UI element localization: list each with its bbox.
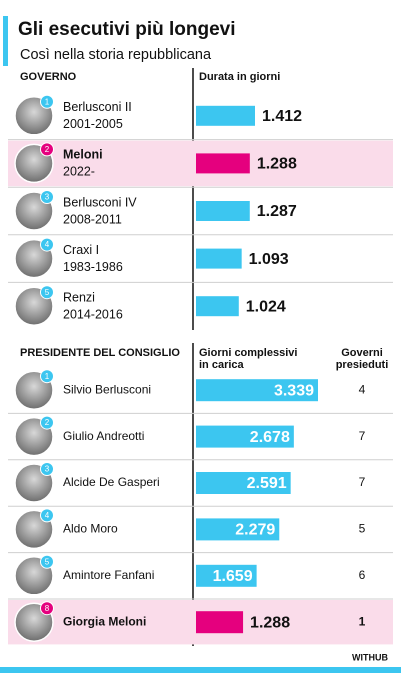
name: Alcide De Gasperi: [63, 475, 160, 489]
bar: [196, 518, 280, 541]
name: Giorgia Meloni: [63, 614, 146, 628]
accent-strip: [3, 16, 8, 66]
category-header: GOVERNO: [20, 71, 77, 83]
rank-badge: [40, 415, 54, 430]
period: 2001-2005: [63, 117, 123, 131]
rank: 5: [45, 557, 50, 566]
rank: 8: [45, 604, 50, 613]
value-label: 1.288: [257, 156, 297, 173]
name: Giulio Andreotti: [63, 429, 144, 443]
name: Silvio Berlusconi: [63, 382, 151, 396]
name: Meloni: [63, 148, 103, 162]
rank: 1: [45, 372, 50, 381]
value-label: 2.678: [250, 429, 290, 446]
count: 5: [359, 522, 366, 536]
rank: 2: [45, 418, 50, 427]
period: 2022-: [63, 165, 95, 179]
count: 4: [359, 382, 366, 396]
value-label: 3.339: [274, 382, 314, 399]
count: 7: [359, 475, 366, 489]
name: Amintore Fanfani: [63, 568, 154, 582]
bar: [196, 248, 242, 269]
rank: 5: [45, 288, 50, 297]
rank-badge: [40, 462, 54, 476]
rank: 4: [45, 511, 50, 520]
count: 6: [359, 568, 366, 582]
name: Berlusconi II: [63, 100, 132, 114]
name: Craxi I: [63, 243, 99, 257]
name: Berlusconi IV: [63, 195, 137, 209]
value-header: Giorni complessivi: [199, 347, 297, 359]
value-label: 1.093: [249, 251, 289, 268]
period: 1983-1986: [63, 260, 123, 274]
name: Renzi: [63, 290, 95, 304]
name: Aldo Moro: [63, 522, 118, 536]
bar: [196, 425, 294, 448]
bar: [196, 153, 250, 174]
bar: [196, 472, 291, 494]
count-header: presieduti: [336, 359, 389, 371]
subtitle: Così nella storia repubblicana: [20, 47, 212, 63]
bar: [196, 379, 318, 402]
rank-badge: [40, 237, 54, 252]
rank-badge: [40, 285, 54, 300]
rank-badge: [40, 508, 54, 523]
rank-badge: [40, 190, 54, 204]
rank-badge: [40, 601, 54, 616]
footer-strip: [0, 667, 401, 673]
footer: WITHUB: [352, 652, 388, 662]
rank-badge: [40, 369, 54, 384]
value-header: in carica: [199, 359, 245, 371]
count-header: Governi: [341, 347, 383, 359]
bar: [196, 296, 239, 317]
count: 7: [359, 429, 366, 443]
rank-badge: [40, 142, 54, 157]
bar: [196, 611, 244, 634]
value-label: 1.659: [213, 568, 253, 585]
value-label: 1.024: [246, 298, 286, 315]
title: Gli esecutivi più longevi: [18, 19, 236, 40]
rank: 3: [45, 465, 50, 474]
rank: 4: [45, 240, 50, 249]
period: 2014-2016: [63, 307, 123, 321]
rank-badge: [40, 94, 54, 109]
value-header: Durata in giorni: [199, 71, 280, 83]
rank: 2: [45, 145, 50, 154]
count: 1: [359, 614, 366, 628]
value-label: 2.591: [247, 475, 287, 492]
category-header: PRESIDENTE DEL CONSIGLIO: [20, 347, 180, 359]
rank: 3: [45, 193, 50, 202]
value-label: 2.279: [235, 522, 275, 539]
bar: [196, 105, 255, 126]
period: 2008-2011: [63, 212, 122, 226]
rank: 1: [45, 97, 50, 106]
rank-badge: [40, 554, 54, 569]
bar: [196, 201, 250, 221]
value-label: 1.287: [257, 203, 297, 220]
bar: [196, 564, 257, 587]
value-label: 1.412: [262, 108, 302, 125]
value-label: 1.288: [250, 614, 290, 631]
